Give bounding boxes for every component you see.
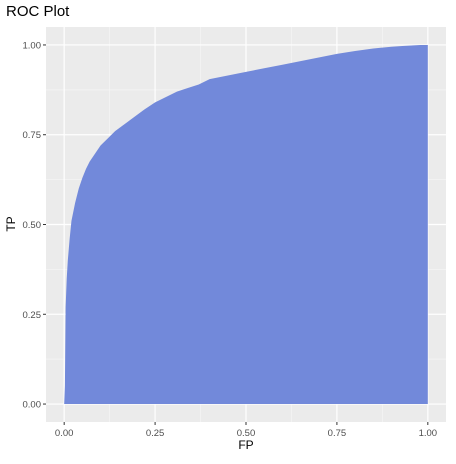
- x-tick-label: 0.50: [237, 428, 256, 439]
- y-axis-title: TP: [4, 216, 18, 231]
- x-axis: 0.00 0.25 0.50 0.75 1.00: [55, 422, 437, 439]
- x-tick-label: 1.00: [419, 428, 438, 439]
- x-tick-label: 0.75: [328, 428, 347, 439]
- y-tick-label: 0.00: [23, 400, 42, 411]
- chart-title: ROC Plot: [6, 3, 70, 20]
- y-tick-label: 0.25: [23, 310, 42, 321]
- y-tick-label: 0.50: [23, 220, 42, 231]
- y-axis: 0.00 0.25 0.50 0.75 1.00: [23, 40, 46, 411]
- x-tick-label: 0.25: [146, 428, 165, 439]
- y-tick-label: 1.00: [23, 40, 42, 51]
- x-axis-title: FP: [238, 438, 253, 452]
- roc-area: [64, 44, 428, 405]
- x-tick-label: 0.00: [55, 428, 74, 439]
- y-tick-label: 0.75: [23, 130, 42, 141]
